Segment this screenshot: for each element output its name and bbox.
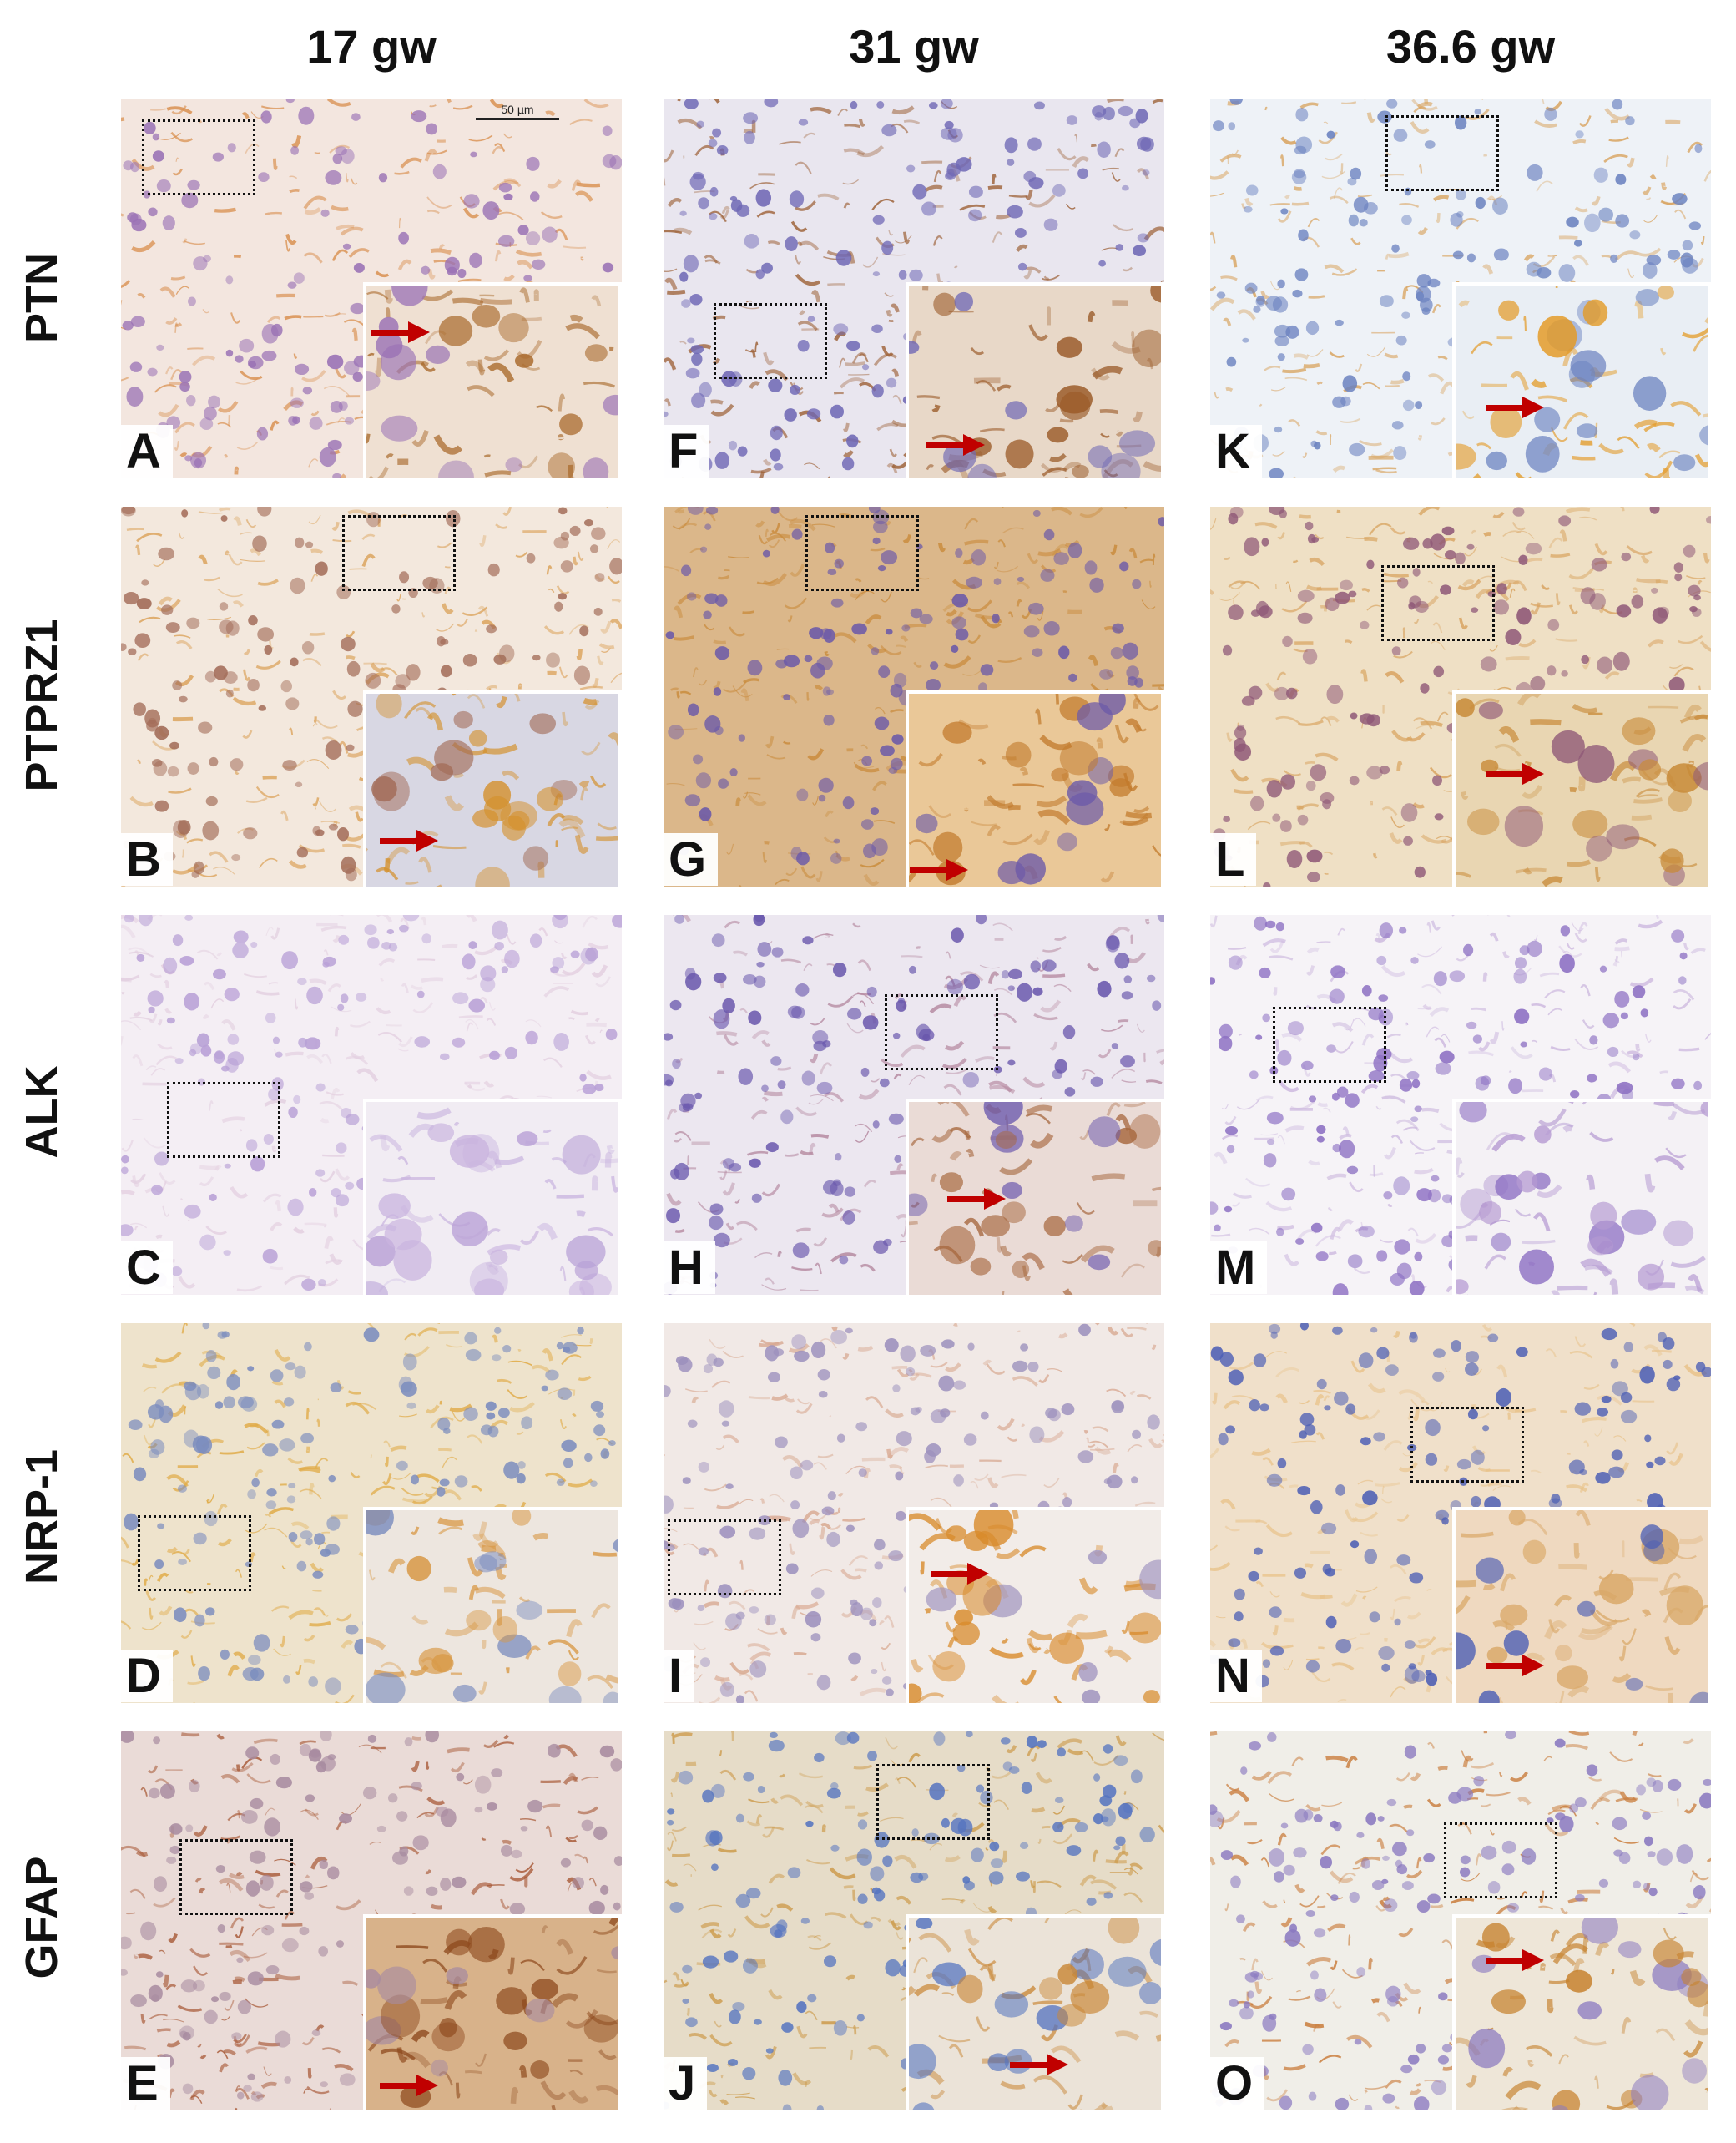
- region-of-interest-box: [179, 1839, 293, 1915]
- column-header-17gw: 17 gw: [306, 20, 437, 73]
- panel-letter: A: [121, 425, 173, 478]
- magnified-inset: [363, 1914, 622, 2110]
- magnified-inset: [1452, 1914, 1711, 2110]
- micrograph-panel-k: K: [1210, 99, 1711, 478]
- panel-letter: J: [664, 2057, 708, 2110]
- magnified-inset: [906, 1507, 1164, 1703]
- column-header-31gw: 31 gw: [849, 20, 979, 73]
- magnified-inset: [906, 282, 1164, 478]
- region-of-interest-box: [885, 994, 998, 1070]
- panel-letter: L: [1210, 833, 1257, 886]
- region-of-interest-box: [876, 1764, 990, 1840]
- region-of-interest-box: [1410, 1407, 1524, 1483]
- panel-letter: K: [1210, 425, 1262, 478]
- row-header-nrp1: NRP-1: [17, 1448, 67, 1585]
- row-header-gfap: GFAP: [17, 1856, 67, 1979]
- micrograph-panel-i: I: [664, 1323, 1164, 1703]
- region-of-interest-box: [167, 1082, 280, 1158]
- magnified-inset: [906, 690, 1164, 887]
- magnified-inset: [1452, 282, 1711, 478]
- panel-letter: O: [1210, 2057, 1265, 2110]
- micrograph-panel-a: A 50 µm: [121, 99, 622, 478]
- panel-letter: E: [121, 2057, 170, 2110]
- row-header-ptprz1: PTPRZ1: [17, 619, 67, 792]
- region-of-interest-box: [142, 119, 255, 195]
- magnified-inset: [1452, 690, 1711, 887]
- micrograph-panel-g: G: [664, 507, 1164, 887]
- panel-letter: M: [1210, 1241, 1268, 1294]
- region-of-interest-box: [1381, 565, 1495, 641]
- micrograph-panel-f: F: [664, 99, 1164, 478]
- scale-bar-label: 50 µm: [501, 103, 534, 116]
- micrograph-panel-h: H: [664, 915, 1164, 1295]
- row-header-ptn: PTN: [17, 253, 67, 343]
- magnified-inset: [363, 282, 622, 478]
- scale-bar: 50 µm: [476, 103, 559, 120]
- panel-letter: D: [121, 1650, 173, 1702]
- micrograph-panel-c: C: [121, 915, 622, 1295]
- region-of-interest-box: [138, 1515, 251, 1591]
- panel-letter: G: [664, 833, 719, 886]
- region-of-interest-box: [1385, 115, 1499, 191]
- micrograph-panel-d: D: [121, 1323, 622, 1703]
- row-header-alk: ALK: [17, 1065, 67, 1159]
- region-of-interest-box: [714, 303, 827, 379]
- magnified-inset: [363, 1099, 622, 1295]
- micrograph-panel-n: N: [1210, 1323, 1711, 1703]
- micrograph-panel-j: J: [664, 1731, 1164, 2110]
- panel-letter: I: [664, 1650, 694, 1702]
- micrograph-panel-l: L: [1210, 507, 1711, 887]
- region-of-interest-box: [805, 515, 919, 591]
- panel-letter: N: [1210, 1650, 1262, 1702]
- column-header-36-6gw: 36.6 gw: [1385, 20, 1556, 73]
- micrograph-panel-e: E: [121, 1731, 622, 2110]
- magnified-inset: [363, 1507, 622, 1703]
- panel-letter: C: [121, 1241, 173, 1294]
- region-of-interest-box: [668, 1519, 781, 1595]
- magnified-inset: [1452, 1099, 1711, 1295]
- micrograph-panel-b: B: [121, 507, 622, 887]
- panel-letter: H: [664, 1241, 715, 1294]
- panel-letter: F: [664, 425, 710, 478]
- micrograph-panel-o: O: [1210, 1731, 1711, 2110]
- magnified-inset: [906, 1914, 1164, 2110]
- panel-letter: B: [121, 833, 173, 886]
- micrograph-panel-m: M: [1210, 915, 1711, 1295]
- magnified-inset: [906, 1099, 1164, 1295]
- region-of-interest-box: [342, 515, 456, 591]
- magnified-inset: [1452, 1507, 1711, 1703]
- region-of-interest-box: [1444, 1822, 1557, 1898]
- scale-bar-line: [476, 118, 559, 120]
- magnified-inset: [363, 690, 622, 887]
- region-of-interest-box: [1273, 1007, 1386, 1083]
